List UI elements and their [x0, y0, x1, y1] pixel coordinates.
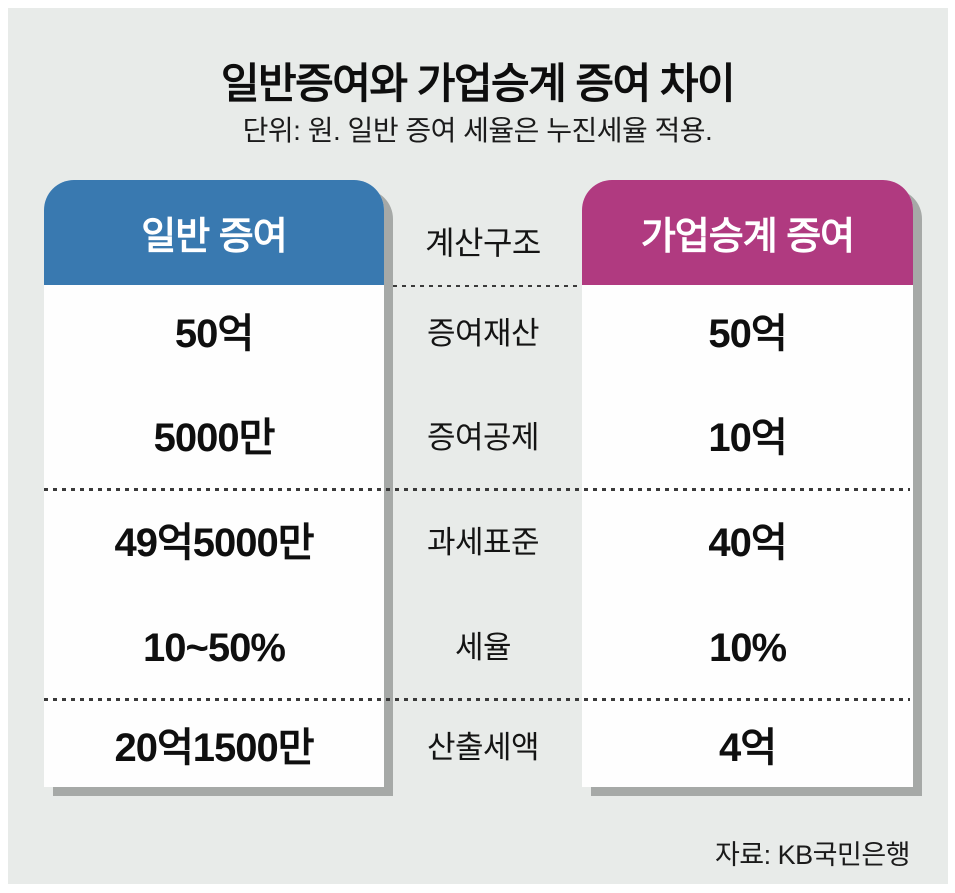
succession-calculated-tax-value: 4억	[718, 726, 777, 770]
row-label-tax-rate: 세율	[454, 630, 512, 665]
source-credit: 자료: KB국민은행	[714, 840, 911, 870]
dotted-divider-header	[393, 285, 582, 287]
succession-tax-base-value: 40억	[708, 521, 787, 565]
general-tax-rate-value: 10~50%	[143, 626, 286, 670]
structure-column-header: 계산구조	[425, 225, 541, 261]
general-gift-assets-value: 50억	[174, 312, 254, 356]
row-label-gift-assets: 증여재산	[426, 316, 540, 351]
succession-gift-deduction-value: 10억	[708, 416, 787, 460]
row-label-tax-base: 과세표준	[426, 525, 540, 560]
dotted-divider-deduction-taxbase	[44, 488, 910, 491]
general-gift-card: 일반 증여	[44, 180, 384, 787]
dotted-divider-rate-calculatedtax	[44, 698, 910, 701]
succession-gift-card: 가업승계 증여	[582, 180, 913, 787]
succession-gift-assets-value: 50억	[708, 312, 787, 356]
page-subtitle: 단위: 원. 일반 증여 세율은 누진세율 적용.	[242, 115, 713, 146]
general-tax-base-value: 49억5000만	[114, 521, 314, 565]
general-calculated-tax-value: 20억1500만	[114, 726, 314, 770]
row-label-calculated-tax: 산출세액	[426, 730, 540, 765]
page-title: 일반증여와 가업승계 증여 차이	[220, 60, 736, 107]
general-gift-header: 일반 증여	[44, 180, 384, 285]
row-label-gift-deduction: 증여공제	[426, 420, 540, 455]
general-gift-deduction-value: 5000만	[153, 416, 276, 460]
succession-gift-header: 가업승계 증여	[582, 180, 913, 285]
succession-tax-rate-value: 10%	[708, 626, 787, 670]
